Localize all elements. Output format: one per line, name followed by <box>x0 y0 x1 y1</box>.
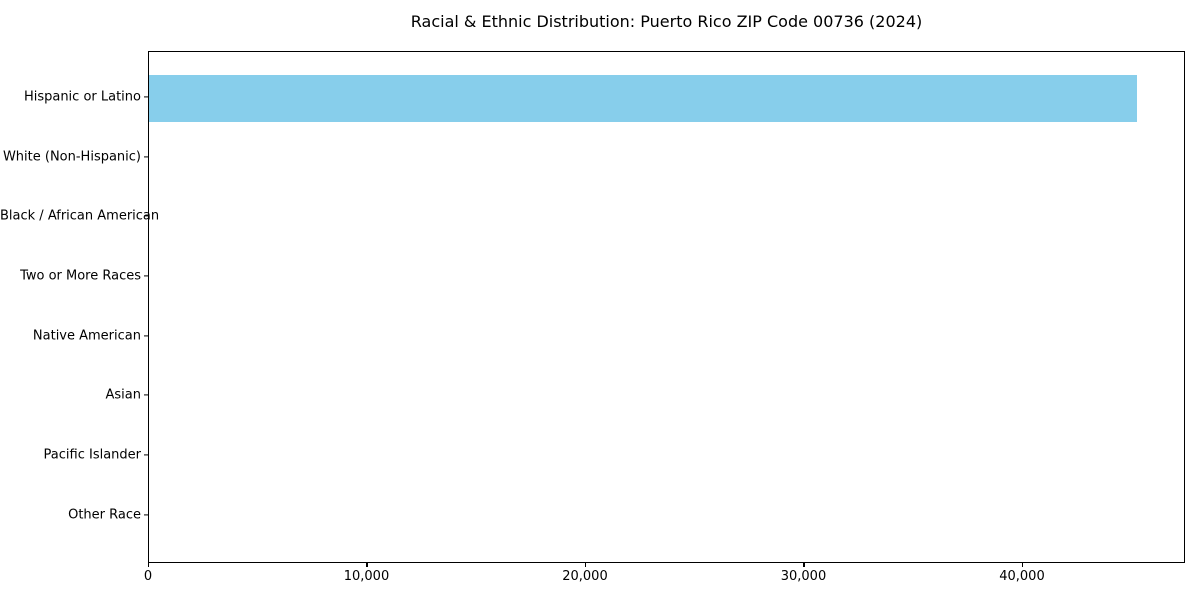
y-axis-label: Pacific Islander <box>43 447 141 463</box>
y-axis-label: Native American <box>32 328 141 344</box>
x-tick-mark <box>148 563 150 567</box>
y-tick-mark <box>144 454 148 456</box>
y-axis-label: White (Non-Hispanic) <box>2 149 141 165</box>
x-tick-label: 0 <box>143 569 153 584</box>
y-axis-label: Other Race <box>68 507 141 523</box>
y-tick-mark <box>144 275 148 277</box>
x-tick-mark <box>803 563 805 567</box>
y-tick-mark <box>144 96 148 98</box>
x-tick-label: 10,000 <box>343 569 390 584</box>
bar-hispanic-or-latino <box>149 74 1137 122</box>
y-tick-mark <box>144 335 148 337</box>
y-axis-label: Asian <box>105 387 141 403</box>
chart-title: Racial & Ethnic Distribution: Puerto Ric… <box>410 12 923 31</box>
y-tick-mark <box>144 156 148 158</box>
x-tick-mark <box>584 563 587 567</box>
y-axis-label: Black / African American <box>0 208 160 224</box>
plot-area <box>148 51 1185 563</box>
x-tick-mark <box>366 563 368 567</box>
y-tick-mark <box>144 215 148 217</box>
y-tick-mark <box>144 513 148 516</box>
x-tick-label: 30,000 <box>780 569 827 584</box>
y-tick-mark <box>144 394 148 396</box>
x-tick-label: 20,000 <box>562 569 608 584</box>
y-axis-label: Two or More Races <box>20 268 141 284</box>
x-tick-mark <box>1021 563 1024 567</box>
x-tick-label: 40,000 <box>999 569 1045 584</box>
y-axis-label: Hispanic or Latino <box>23 89 141 105</box>
